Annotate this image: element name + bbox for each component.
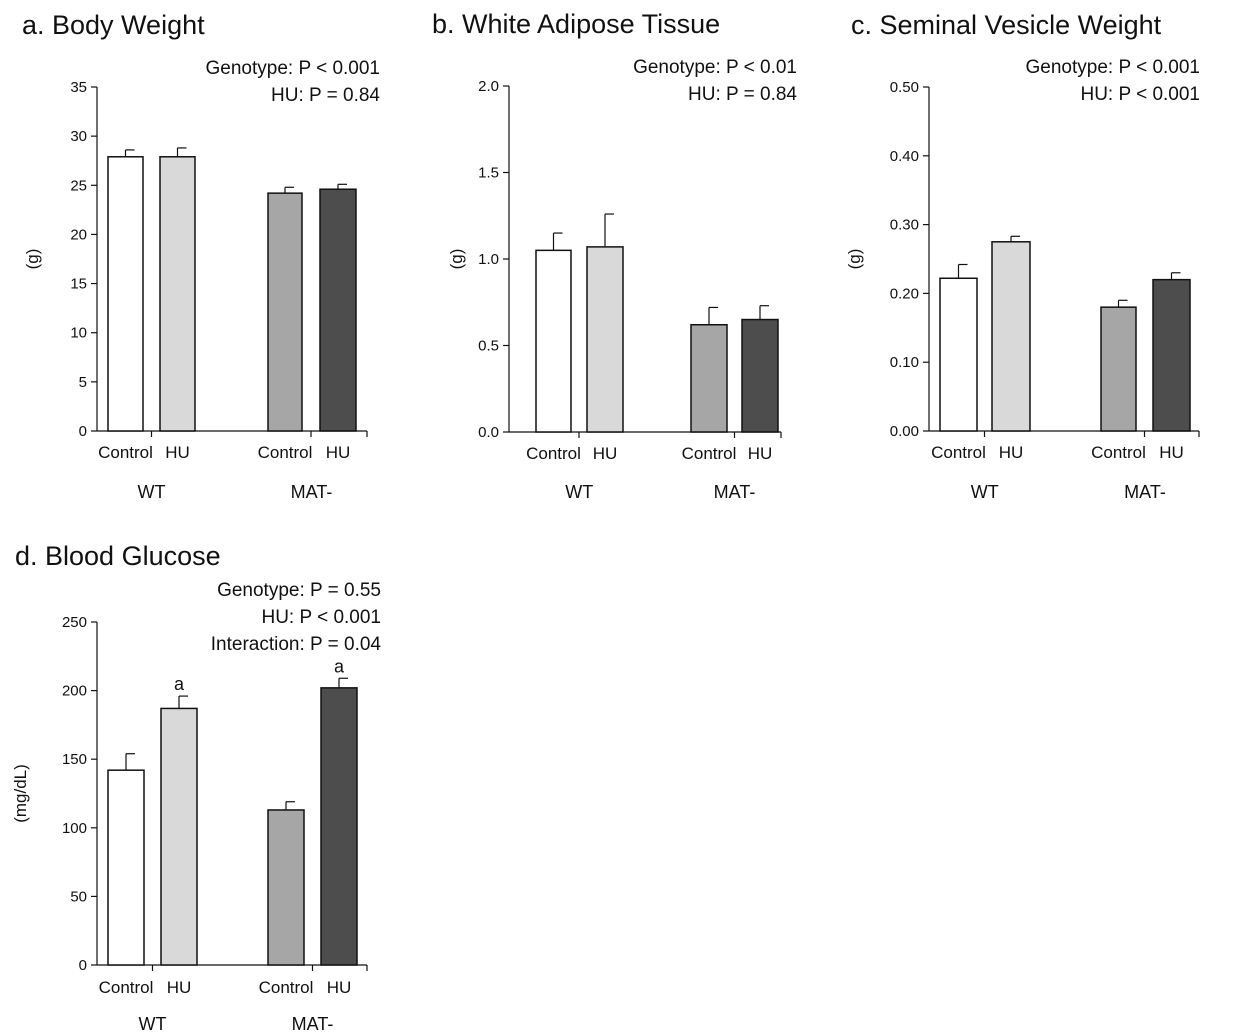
chart-a-y-tick-label-1: 5 [79,374,87,391]
chart-c-wt-hu-bar [991,241,1031,432]
chart-b-mat-hu-category-label: HU [748,444,773,463]
chart-d-y-tick-label-4: 200 [62,683,87,700]
chart-c-y-tick-label-1: 0.10 [890,354,919,371]
chart-c-mat-hu-bar [1152,278,1191,432]
chart-a-title: a. Body Weight [22,10,205,40]
chart-c-wt-control-category-label: Control [931,443,986,462]
chart-a-y-tick-label-3: 15 [70,276,87,293]
chart-d-wt-control-bar [107,769,145,966]
chart-a-mat-control-bar [267,192,303,432]
chart-d-stat-1: HU: P < 0.001 [261,607,381,628]
chart-c-group-label-1: MAT- [1124,482,1166,502]
chart-b-y-tick-label-2: 1.0 [478,251,499,268]
chart-d-stat-0: Genotype: P = 0.55 [217,580,381,601]
chart-b-mat-hu-bar [741,318,779,433]
chart-d-group-label-0: WT [139,1014,167,1032]
chart-b-stat-1: HU: P = 0.84 [688,84,797,105]
chart-c-wt-control-bar [939,277,978,432]
chart-d-mat-hu-category-label: HU [327,978,352,997]
chart-c-y-label: (g) [845,249,864,270]
chart-a-wt-hu-category-label: HU [165,443,190,462]
chart-c-y-tick-label-4: 0.40 [890,148,919,165]
chart-a-wt-control-bar [107,156,144,432]
chart-c-mat-control-bar [1100,306,1137,432]
chart-a-y-tick-label-7: 35 [70,79,87,96]
chart-b-y-label: (g) [447,249,466,270]
chart-c-mat-control-category-label: Control [1091,443,1146,462]
chart-d-wt-control-category-label: Control [99,978,154,997]
chart-b-y-tick-label-0: 0.0 [478,424,499,441]
chart-d-y-tick-label-5: 250 [62,614,87,631]
chart-d-wt-hu-category-label: HU [167,978,192,997]
chart-c-stat-1: HU: P < 0.001 [1080,84,1200,105]
chart-c-y-tick-label-3: 0.30 [890,217,919,234]
chart-a-y-tick-label-0: 0 [79,423,87,440]
chart-d-mat-control-bar [267,809,305,966]
chart-a-mat-hu-bar [319,188,357,432]
chart-c-mat-hu-category-label: HU [1159,443,1184,462]
chart-d-y-tick-label-0: 0 [79,957,87,974]
chart-d-wt-hu-significance: a [174,674,185,694]
chart-d-stat-2: Interaction: P = 0.04 [211,634,382,655]
chart-b-stat-0: Genotype: P < 0.01 [633,57,797,78]
chart-a-y-tick-label-6: 30 [70,128,87,145]
chart-d-y-tick-label-1: 50 [70,888,87,905]
chart-d-mat-hu-significance: a [334,656,345,676]
chart-b-title: b. White Adipose Tissue [432,9,720,39]
chart-d-y-tick-label-3: 150 [62,751,87,768]
chart-b-mat-control-bar [690,323,728,433]
chart-b-group-label-0: WT [565,482,593,502]
chart-a-group-label-1: MAT- [291,482,333,502]
chart-c-y-tick-label-0: 0.00 [890,423,919,440]
chart-b-wt-hu-category-label: HU [593,444,618,463]
chart-a-wt-hu-bar [159,156,196,432]
chart-d-y-tick-label-2: 100 [62,820,87,837]
chart-d-group-label-1: MAT- [292,1014,334,1032]
chart-c-y-tick-label-2: 0.20 [890,285,919,302]
chart-a-mat-control-category-label: Control [258,443,313,462]
chart-d-title: d. Blood Glucose [15,541,221,571]
chart-a-y-tick-label-5: 25 [70,177,87,194]
chart-b-wt-control-category-label: Control [526,444,581,463]
chart-d-mat-hu-bar [320,687,358,966]
chart-c-y-tick-label-5: 0.50 [890,79,919,96]
chart-d-mat-control-category-label: Control [259,978,314,997]
chart-b-wt-control-bar [535,249,572,433]
chart-b-y-tick-label-4: 2.0 [478,78,499,95]
chart-d-wt-hu-bar [160,707,198,966]
chart-a-mat-hu-category-label: HU [326,443,351,462]
chart-c-title: c. Seminal Vesicle Weight [851,10,1162,40]
chart-a-wt-control-category-label: Control [98,443,153,462]
chart-a-y-tick-label-4: 20 [70,226,87,243]
chart-b-mat-control-category-label: Control [682,444,737,463]
chart-b-y-tick-label-1: 0.5 [478,338,499,355]
chart-b-y-tick-label-3: 1.5 [478,165,499,182]
chart-b-wt-hu-bar [586,246,624,433]
chart-c-stat-0: Genotype: P < 0.001 [1026,57,1200,78]
chart-a-stat-0: Genotype: P < 0.001 [206,58,380,79]
chart-d-y-label: (mg/dL) [11,764,30,823]
chart-b-group-label-1: MAT- [714,482,756,502]
chart-a-stat-1: HU: P = 0.84 [271,85,380,106]
chart-a-y-label: (g) [23,249,42,270]
chart-c-group-label-0: WT [971,482,999,502]
chart-c-wt-hu-category-label: HU [999,443,1024,462]
chart-a-group-label-0: WT [138,482,166,502]
chart-a-y-tick-label-2: 10 [70,325,87,342]
